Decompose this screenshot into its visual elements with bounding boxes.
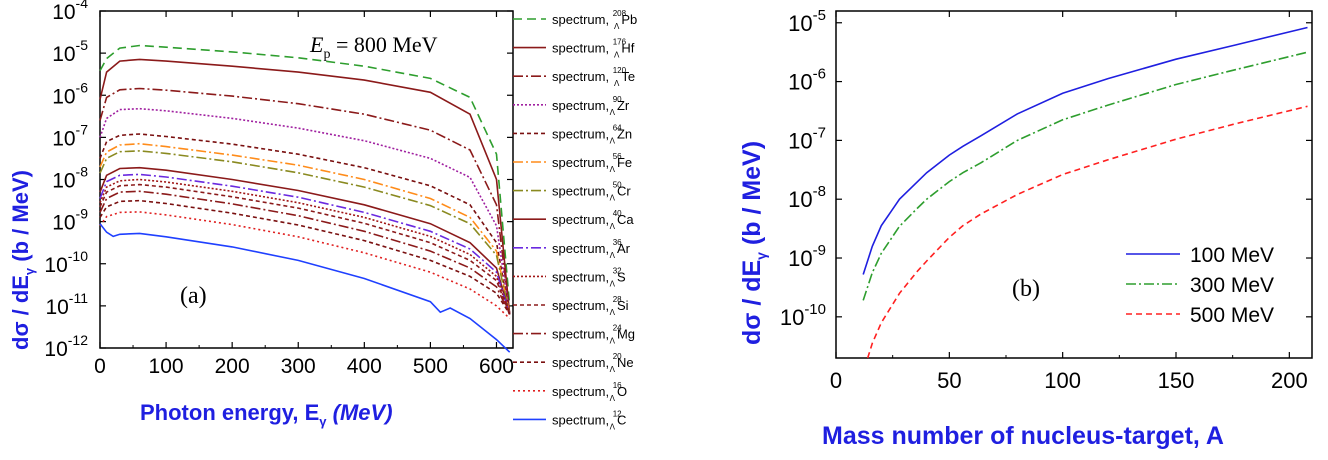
legend-label: spectrum, 56 Λ Fe — [552, 152, 632, 174]
y-tick-label: 10-8 — [52, 164, 88, 193]
y-tick-label: 10-5 — [52, 37, 88, 66]
series-line-Zr — [99, 107, 511, 315]
series-line-Te — [99, 87, 511, 315]
series-line-Ne — [99, 199, 511, 315]
y-tick-label: 10-6 — [52, 79, 88, 108]
panel-a-annotation: Ep = 800 MeV — [309, 32, 438, 62]
panel-b-x-axis-title: Mass number of nucleus-target, A — [822, 422, 1224, 450]
x-tick-label: 100 — [149, 355, 184, 378]
legend-label: spectrum, 32 Λ S — [552, 266, 626, 288]
series-line-Zn — [99, 133, 511, 315]
series-line-O — [99, 211, 511, 320]
legend-label: spectrum, 28 Λ Si — [552, 295, 629, 317]
legend-label: spectrum, 50 Λ Cr — [552, 181, 631, 203]
series-line-Si — [99, 183, 511, 315]
x-tick-label: 600 — [479, 355, 514, 378]
legend-label: spectrum, 36 Λ Ar — [552, 238, 631, 260]
x-tick-label: 0 — [94, 355, 106, 378]
panel-b-label: (b) — [1012, 276, 1040, 302]
panel-b-frame — [835, 10, 1313, 359]
x-tick-label: 150 — [1158, 368, 1195, 393]
series-line-Mg — [99, 190, 511, 315]
x-tick-label: 500 — [413, 355, 448, 378]
panel-b-series — [862, 26, 1308, 359]
y-tick-label: 10-6 — [788, 66, 826, 95]
legend-label: spectrum, 40 Λ Ca — [552, 209, 634, 231]
series-line-1 — [862, 26, 1308, 275]
y-tick-label: 10-7 — [52, 121, 88, 150]
y-tick-label: 10-11 — [45, 290, 88, 319]
series-line-Fe — [99, 142, 511, 315]
legend-label: spectrum, 24 Λ Mg — [552, 324, 635, 346]
panel-a-series — [99, 44, 511, 353]
panel-a-label: (a) — [180, 283, 207, 309]
y-tick-label: 10-9 — [52, 206, 88, 235]
legend-label: spectrum, 12 Λ C — [552, 409, 626, 431]
legend-label: 300 MeV — [1190, 274, 1274, 297]
legend-label: 100 MeV — [1190, 244, 1274, 267]
panel-a-x-axis-title: Photon energy, Eγ (MeV) — [140, 400, 393, 429]
panel-b-ticks: 0 50 100 150 200 10-10 10-9 10-8 10-7 10-6 10-5 — [780, 7, 1312, 393]
legend-label: spectrum, 176 Λ Hf — [552, 38, 635, 60]
y-tick-label: 10-9 — [788, 242, 826, 271]
series-line-Pb — [99, 44, 511, 306]
panel-b-y-axis-title: dσ / dEγ (b / MeV) — [738, 141, 769, 345]
x-tick-label: 300 — [281, 355, 316, 378]
y-tick-label: 10-4 — [52, 0, 88, 24]
series-line-Hf — [99, 58, 511, 315]
series-line-2 — [862, 51, 1308, 301]
legend-label: spectrum, 90 Λ Zr — [552, 95, 630, 117]
panel-b-legend: 100 MeV 300 MeV 500 MeV — [1126, 244, 1274, 327]
y-tick-label: 10-10 — [780, 301, 826, 330]
x-tick-label: 100 — [1044, 368, 1081, 393]
x-tick-label: 200 — [1271, 368, 1308, 393]
y-tick-label: 10-10 — [44, 248, 88, 277]
legend-label: spectrum, 208 Λ Pb — [552, 9, 637, 31]
legend-label: 500 MeV — [1190, 304, 1274, 327]
panel-a-ticks: 0 100 200 300 400 500 600 10-12 10-11 10-10 10-9 10… — [44, 0, 514, 378]
x-tick-label: 50 — [937, 368, 961, 393]
series-line-3 — [866, 105, 1308, 359]
x-tick-label: 0 — [830, 368, 842, 393]
panel-a-y-axis-title: dσ / dEγ (b / MeV) — [8, 170, 37, 350]
panel-a-legend: spectrum, 208 Λ Pb spectrum, 176 Λ Hf spectrum… — [513, 9, 637, 431]
y-tick-label: 10-5 — [788, 7, 826, 36]
series-line-C — [99, 223, 511, 353]
legend-label: spectrum, 64 Λ Zn — [552, 123, 632, 145]
series-line-S — [99, 178, 511, 315]
series-line-Ar — [99, 173, 511, 315]
x-tick-label: 400 — [347, 355, 382, 378]
y-tick-label: 10-12 — [44, 332, 88, 361]
legend-label: spectrum, 120 Λ Te — [552, 66, 635, 88]
legend-label: spectrum, 16 Λ O — [552, 381, 627, 403]
series-line-Ca — [99, 166, 511, 315]
y-tick-label: 10-8 — [788, 183, 826, 212]
y-tick-label: 10-7 — [788, 124, 826, 153]
legend-label: spectrum, 20 Λ Ne — [552, 352, 634, 374]
series-line-Cr — [99, 150, 511, 315]
x-tick-label: 200 — [215, 355, 250, 378]
